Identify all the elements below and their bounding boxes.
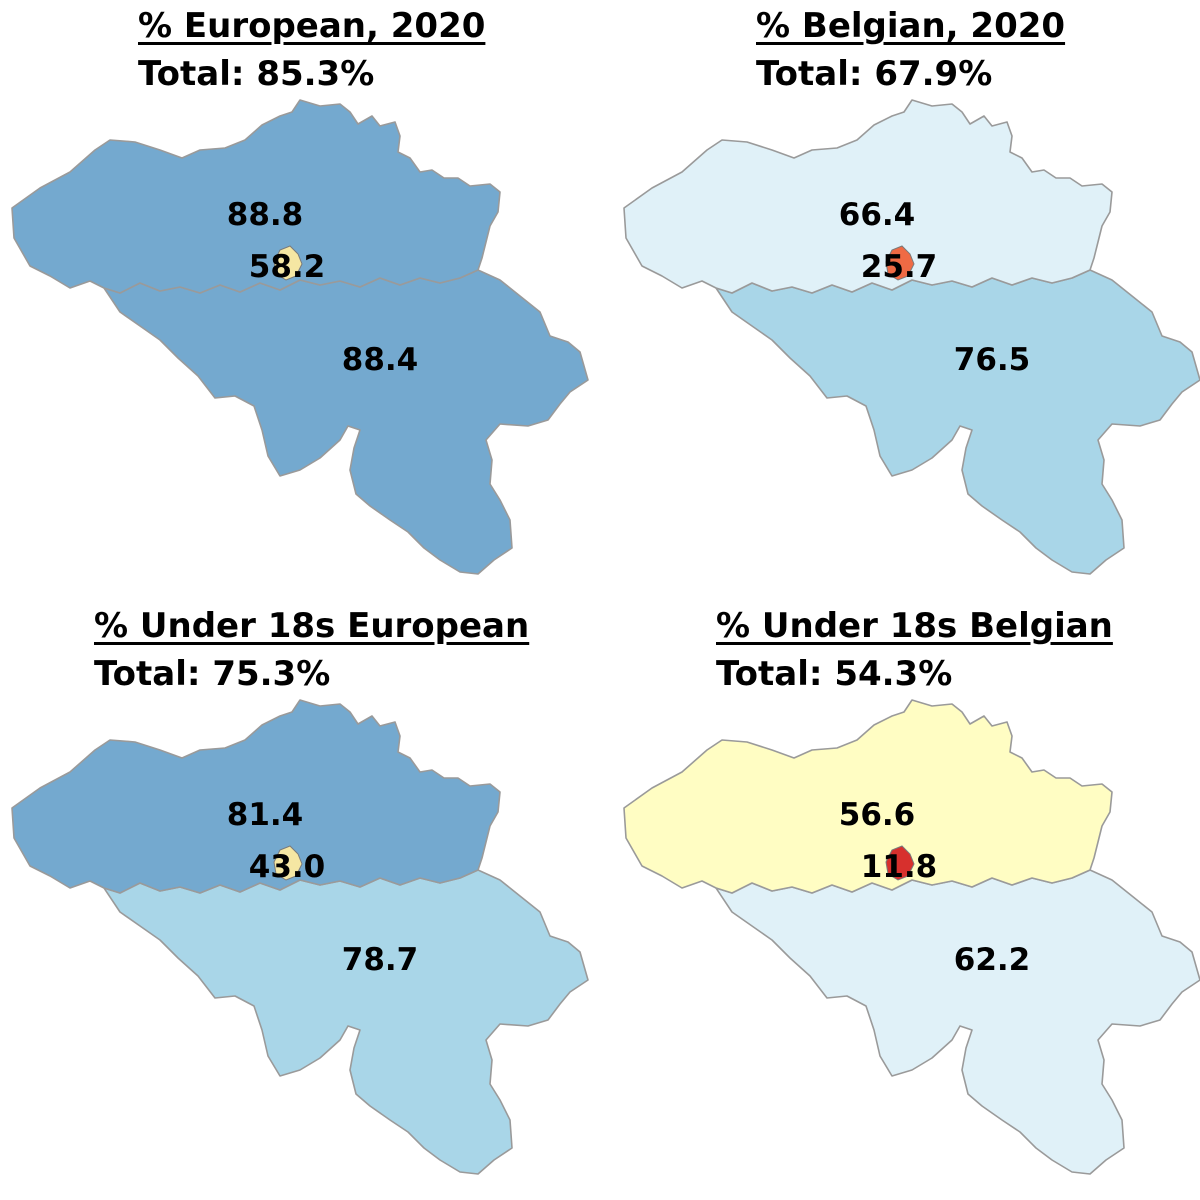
value-label-brussels: 25.7 xyxy=(861,249,938,285)
value-label-flanders: 81.4 xyxy=(227,797,304,833)
belgium-map: 88.8 58.2 88.4 xyxy=(11,99,589,575)
belgium-map: 66.4 25.7 76.5 xyxy=(623,99,1200,575)
value-label-flanders: 56.6 xyxy=(839,797,916,833)
value-label-wallonia: 88.4 xyxy=(342,342,419,378)
panel-total: Total: 67.9% xyxy=(756,54,993,94)
region-wallonia xyxy=(715,269,1200,575)
region-brussels xyxy=(885,845,915,881)
value-label-wallonia: 76.5 xyxy=(954,342,1031,378)
value-label-wallonia: 62.2 xyxy=(954,942,1031,978)
region-wallonia xyxy=(103,269,589,575)
panel-total: Total: 54.3% xyxy=(716,654,953,694)
value-label-flanders: 88.8 xyxy=(227,197,304,233)
region-brussels xyxy=(885,245,915,281)
belgium-map: 56.6 11.8 62.2 xyxy=(623,699,1200,1175)
panel-under18-european: % Under 18s European Total: 75.3% 81.4 43… xyxy=(0,600,600,1200)
value-label-wallonia: 78.7 xyxy=(342,942,419,978)
panel-total: Total: 75.3% xyxy=(94,654,331,694)
region-brussels xyxy=(273,845,303,881)
panel-title: % European, 2020 xyxy=(138,6,486,46)
region-wallonia xyxy=(715,869,1200,1175)
region-flanders xyxy=(623,699,1113,894)
panel-title: % Under 18s Belgian xyxy=(716,606,1113,646)
region-brussels xyxy=(273,245,303,281)
panel-title: % Belgian, 2020 xyxy=(756,6,1066,46)
panel-european-2020: % European, 2020 Total: 85.3% 88.8 58.2 88… xyxy=(0,0,600,600)
region-flanders xyxy=(11,99,501,294)
region-wallonia xyxy=(103,869,589,1175)
value-label-brussels: 43.0 xyxy=(249,849,326,885)
value-label-brussels: 11.8 xyxy=(861,849,938,885)
region-flanders xyxy=(623,99,1113,294)
belgium-map: 81.4 43.0 78.7 xyxy=(11,699,589,1175)
panel-total: Total: 85.3% xyxy=(138,54,375,94)
panel-title: % Under 18s European xyxy=(94,606,530,646)
panel-belgian-2020: % Belgian, 2020 Total: 67.9% 66.4 25.7 76.… xyxy=(600,0,1200,600)
value-label-flanders: 66.4 xyxy=(839,197,916,233)
value-label-brussels: 58.2 xyxy=(249,249,326,285)
region-flanders xyxy=(11,699,501,894)
panel-under18-belgian: % Under 18s Belgian Total: 54.3% 56.6 11.… xyxy=(600,600,1200,1200)
